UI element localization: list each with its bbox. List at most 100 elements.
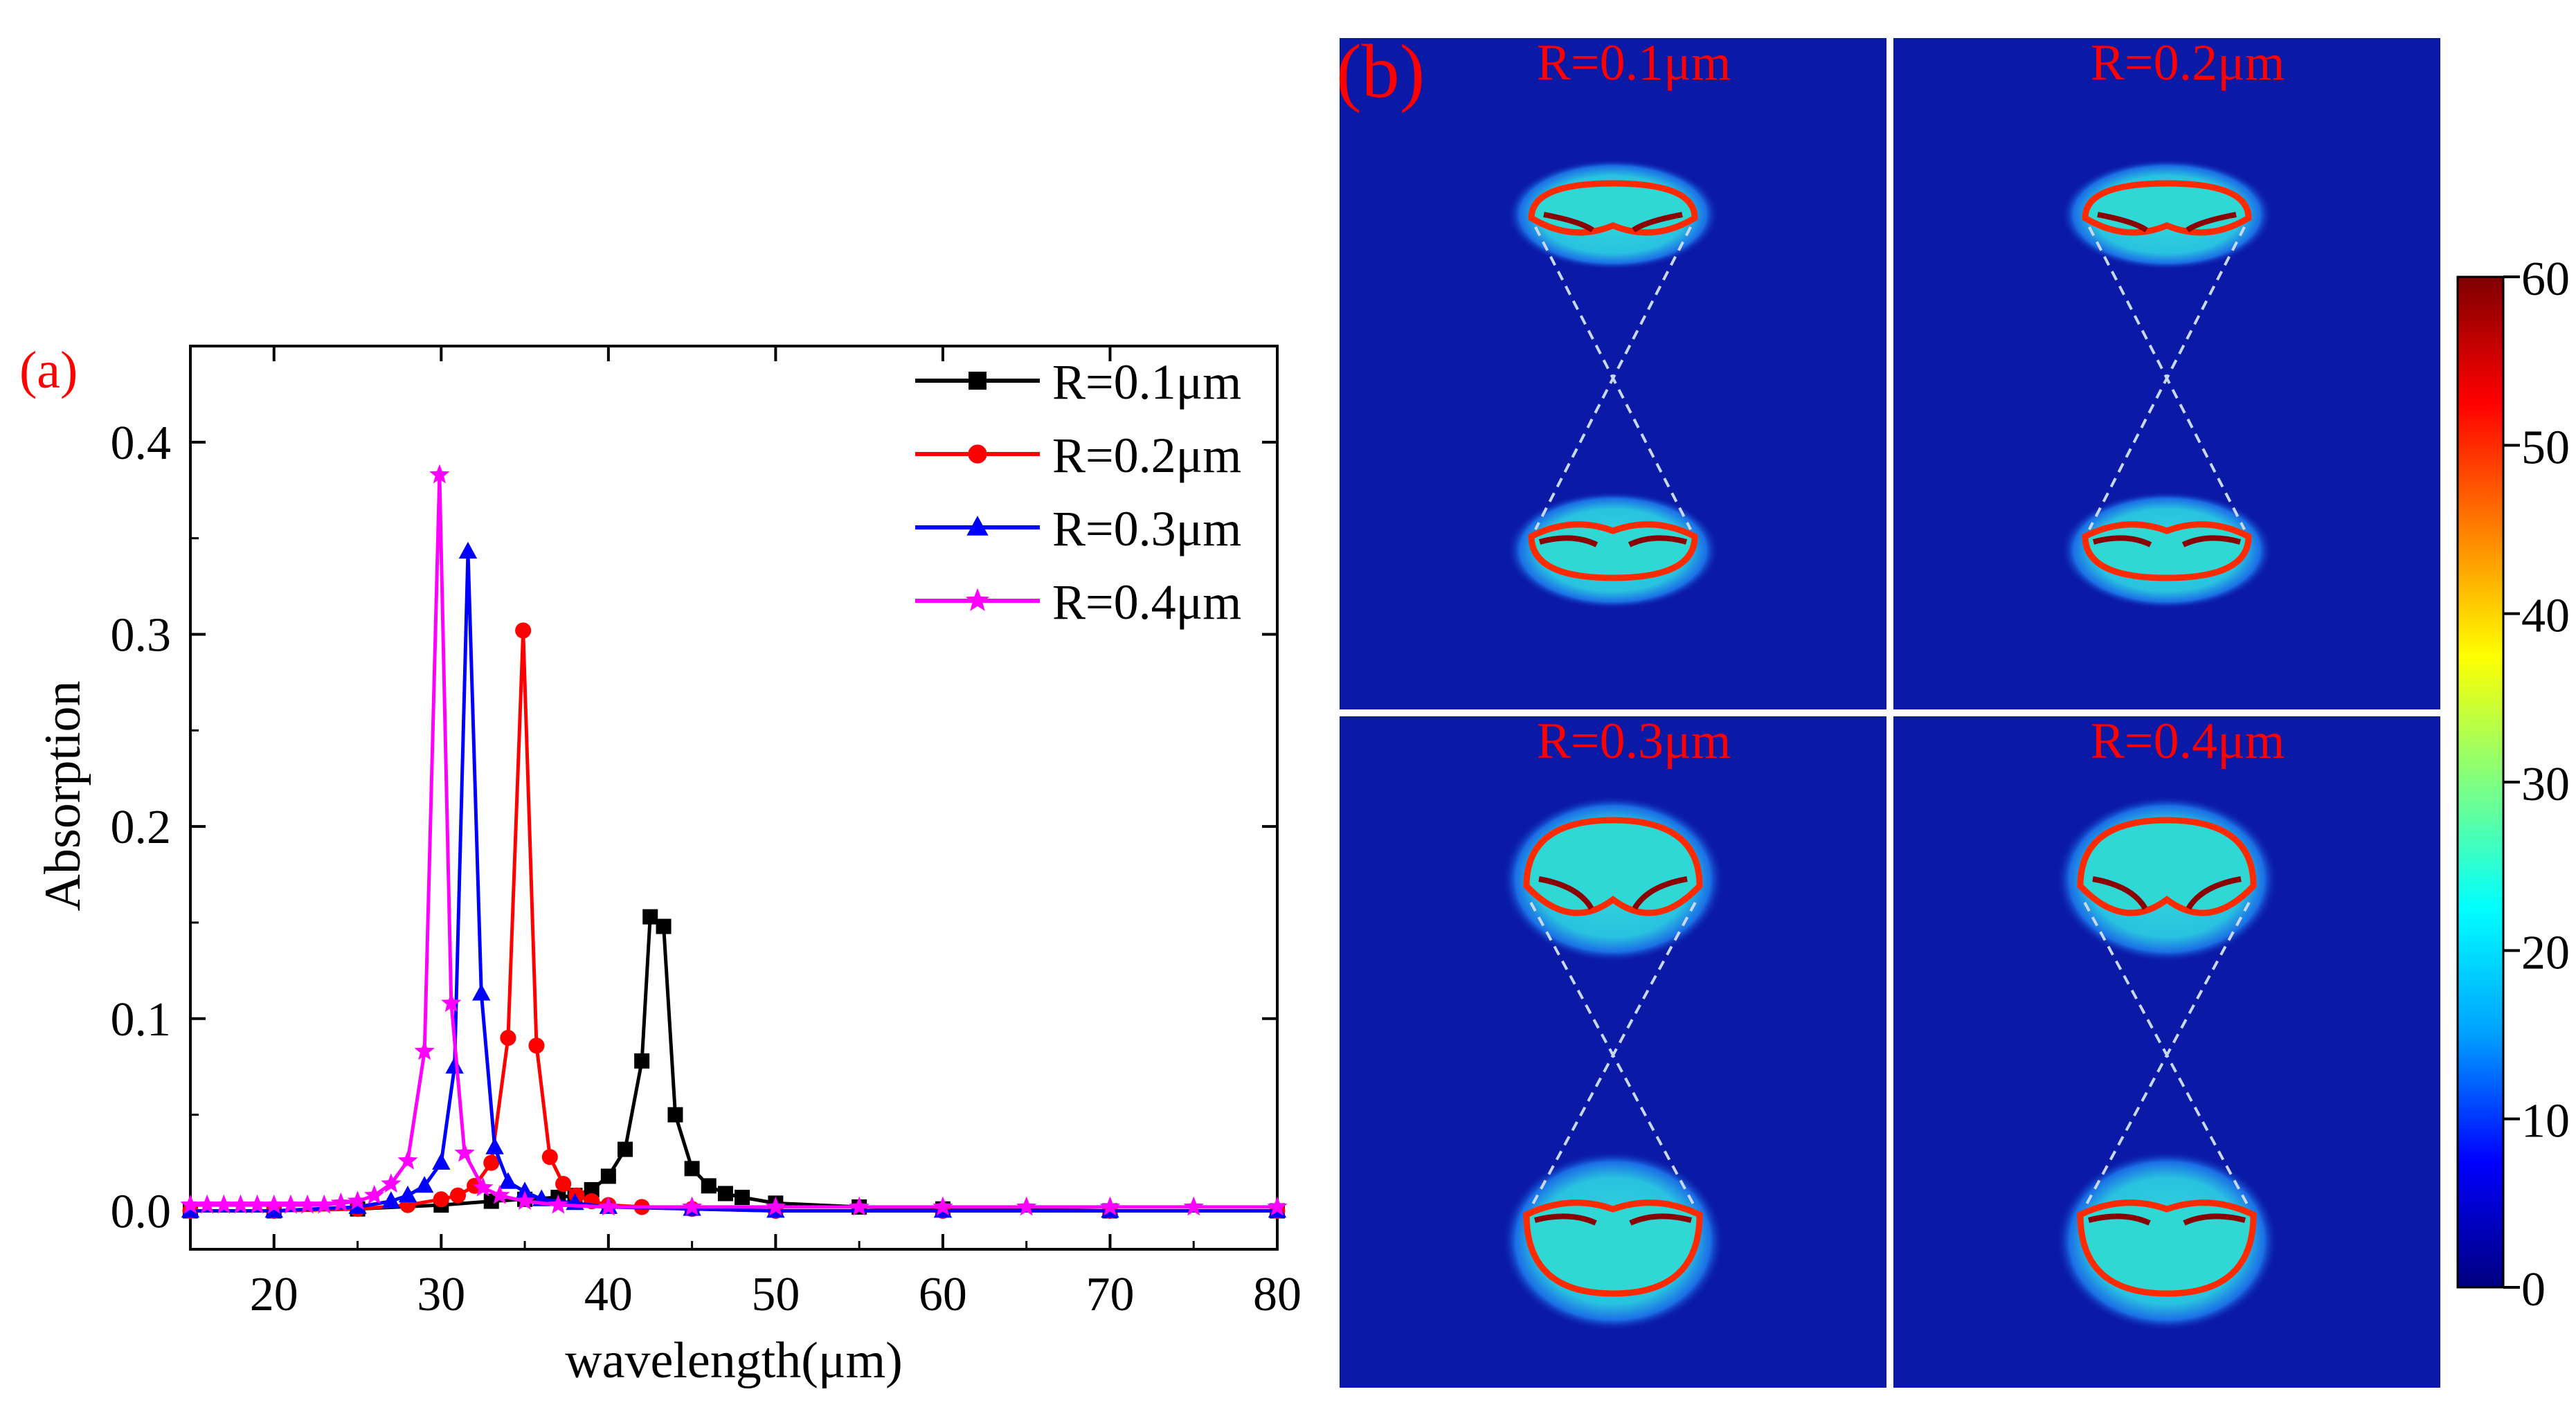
data-point-star (247, 1194, 268, 1214)
colorbar-ticks: 0 10 20 30 40 50 60 (2503, 253, 2570, 1316)
hotspot-core (2077, 1199, 2257, 1297)
colorbar-tick-label: 0 (2521, 1263, 2546, 1316)
field-map-1: R=0.1μm (1340, 35, 1886, 709)
data-point-star (598, 1196, 619, 1216)
hotspot-core (1523, 1199, 1703, 1297)
data-point-star (441, 992, 462, 1013)
data-point-star (414, 1040, 435, 1060)
y-tick-label: 0.2 (111, 801, 172, 854)
data-point-star (364, 1184, 385, 1204)
y-tick-label: 0.3 (111, 608, 172, 662)
data-point-triangle (515, 1181, 534, 1199)
x-tick-label: 60 (919, 1268, 967, 1321)
data-point-star (933, 1196, 953, 1216)
absorption-chart: (a) 20 30 40 50 60 70 80 0.0 0.1 0.2 0.3 0.4 wavel… (19, 341, 1301, 1389)
hotspot-edge (1629, 1213, 1692, 1226)
data-point-star (230, 1194, 251, 1214)
data-point-star (381, 1173, 402, 1193)
data-point-square (667, 1107, 683, 1123)
data-point-square (483, 1193, 499, 1209)
data-point-star (473, 1177, 494, 1197)
data-point-star (314, 1194, 334, 1214)
data-point-square (584, 1181, 600, 1197)
data-point-star (765, 1196, 786, 1216)
lower-hotspot (2061, 491, 2273, 609)
data-point-square (701, 1178, 717, 1194)
data-point-square (634, 1053, 650, 1069)
data-point-star (1016, 1196, 1037, 1216)
colorbar-tick-label: 60 (2521, 253, 2570, 306)
data-point-triangle (398, 1185, 417, 1203)
hotspot-edge (1538, 535, 1598, 547)
field-map-title: R=0.2μm (2091, 35, 2285, 91)
legend-item: R=0.2μm (915, 428, 1241, 483)
series-4 (180, 464, 1288, 1216)
hotspot-edge (2186, 212, 2237, 233)
data-point-triangle (415, 1176, 434, 1193)
data-point-star (1099, 1196, 1121, 1216)
data-point-triangle (432, 1152, 451, 1170)
panel-b-label: (b) (1336, 29, 1425, 114)
series-1 (183, 909, 1285, 1219)
series-line (190, 915, 1277, 1213)
lower-hotspot (1507, 491, 1719, 609)
bowtie-outline (2088, 226, 2246, 530)
hotspot-edge (2092, 876, 2148, 910)
colorbar-tick-label: 40 (2521, 590, 2570, 643)
data-point-star (330, 1193, 351, 1212)
hotspot-core (2082, 521, 2252, 581)
data-point-star (965, 588, 990, 611)
series-line (190, 550, 1277, 1213)
upper-hotspot (2061, 159, 2273, 270)
data-point-triangle (445, 1056, 464, 1074)
hotspot-core (1523, 817, 1703, 916)
colorbar-tick-label: 20 (2521, 926, 2570, 979)
y-axis-label: Absorption (35, 681, 91, 912)
upper-hotspot (2056, 796, 2278, 962)
field-map-title: R=0.4μm (2091, 713, 2285, 770)
field-map-4: R=0.4μm (1893, 713, 2440, 1388)
data-point-triangle (498, 1172, 518, 1189)
data-point-star (297, 1194, 318, 1214)
legend-label: R=0.2μm (1052, 428, 1241, 483)
data-point-star (280, 1194, 301, 1214)
data-point-square (684, 1161, 700, 1177)
data-point-star (489, 1184, 510, 1204)
series-3 (181, 541, 1287, 1218)
data-point-square (618, 1141, 633, 1157)
hotspot-core (1528, 521, 1698, 581)
field-map-3: R=0.3μm (1340, 713, 1886, 1388)
legend-item: R=0.3μm (915, 501, 1241, 556)
series-line (190, 628, 1277, 1213)
colorbar-tick-label: 30 (2521, 758, 2570, 811)
data-point-star (682, 1196, 703, 1216)
colorbar-tick-label: 10 (2521, 1095, 2570, 1148)
data-point-star (1183, 1196, 1204, 1216)
data-point-circle (433, 1191, 449, 1208)
field-map-title: R=0.1μm (1537, 35, 1731, 91)
legend-label: R=0.4μm (1052, 574, 1241, 630)
data-point-star (197, 1194, 217, 1214)
data-point-star (454, 1142, 475, 1162)
x-tick-label: 40 (584, 1268, 633, 1321)
data-point-star (429, 464, 450, 484)
hotspot-edge (2186, 876, 2242, 910)
colorbar-gradient (2456, 275, 2505, 1289)
data-point-circle (483, 1154, 500, 1171)
data-point-square (656, 918, 672, 934)
hotspot-edge (1538, 876, 1594, 910)
data-point-circle (968, 444, 987, 464)
field-maps: R=0.1μm R=0.2μm R=0.3μm R=0.4μm (1340, 35, 2440, 1388)
hotspot-edge (2097, 212, 2148, 233)
data-point-triangle (966, 516, 989, 536)
hotspot-edge (1543, 212, 1594, 233)
data-point-circle (500, 1030, 516, 1046)
panel-a-label: (a) (19, 341, 78, 399)
data-point-square (969, 372, 987, 390)
colorbar: 0 10 20 30 40 50 60 (2456, 253, 2570, 1316)
data-point-triangle (458, 541, 478, 559)
y-tick-labels: 0.0 0.1 0.2 0.3 0.4 (111, 417, 172, 1239)
hotspot-core (1528, 180, 1698, 236)
data-point-star (347, 1190, 368, 1210)
